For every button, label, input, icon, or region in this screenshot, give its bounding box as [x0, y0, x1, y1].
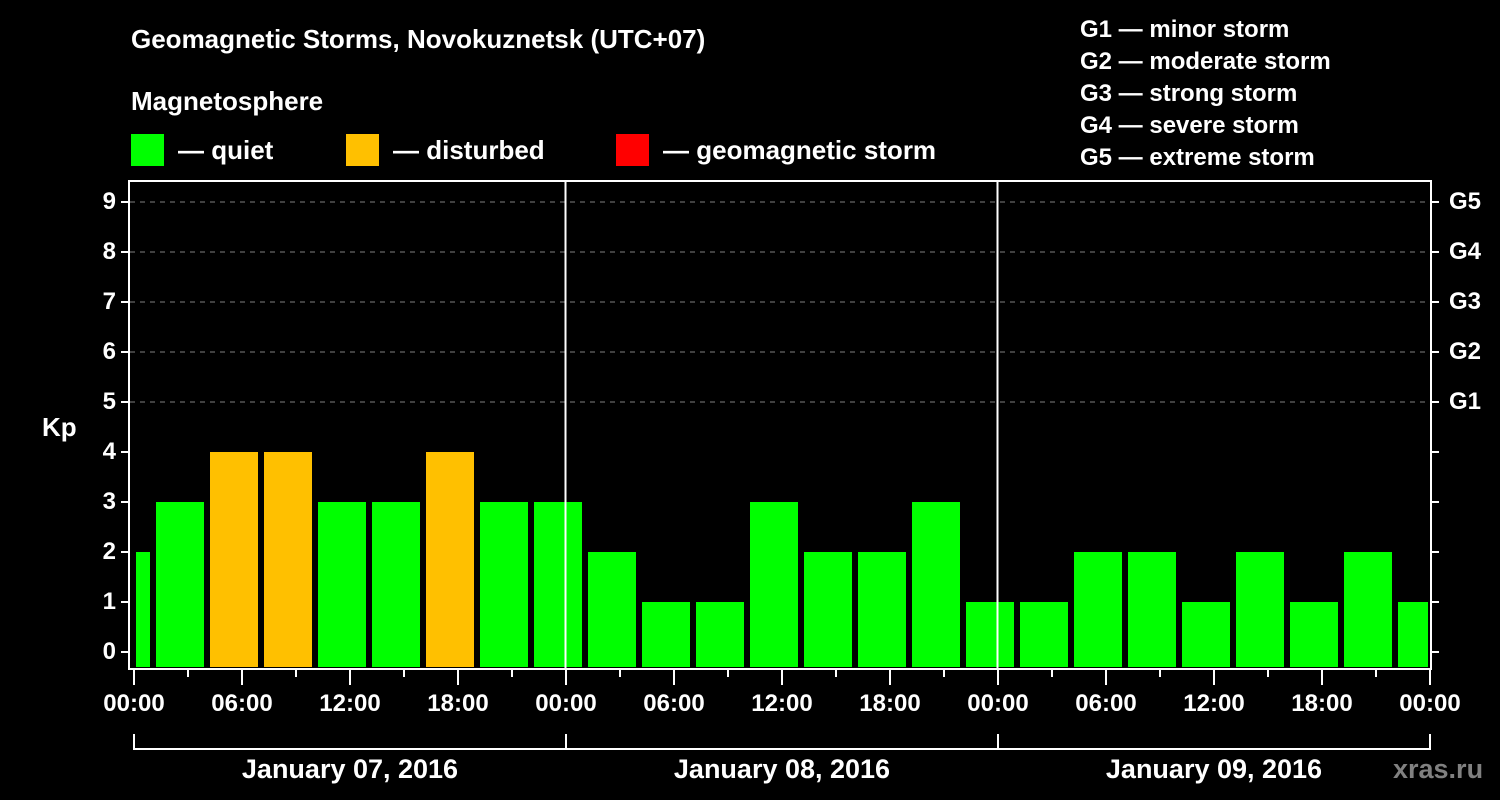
storm-level-g2: G2 — moderate storm: [1080, 48, 1331, 75]
kp-bar: [642, 602, 690, 667]
x-tick-label: 06:00: [1075, 690, 1137, 717]
kp-bar: [912, 502, 960, 667]
legend-label: — disturbed: [393, 134, 545, 165]
x-tick-label: 18:00: [859, 690, 921, 717]
y-tick-label: 8: [102, 238, 116, 265]
date-label: January 07, 2016: [241, 754, 459, 784]
y-tick-label: 5: [102, 388, 116, 415]
g-tick-label: G3: [1449, 288, 1482, 315]
kp-bar: [156, 502, 204, 667]
kp-bar: [534, 502, 582, 667]
x-tick-label: 00:00: [535, 690, 597, 717]
kp-bar: [264, 452, 312, 667]
kp-bar: [1398, 602, 1428, 667]
kp-bar: [426, 452, 474, 667]
kp-bar: [1020, 602, 1068, 667]
date-label: January 09, 2016: [1105, 754, 1323, 784]
g-tick-label: G1: [1449, 388, 1482, 415]
legend-item-storm: — geomagnetic storm: [616, 134, 936, 166]
kp-bar: [1128, 552, 1176, 667]
legend-item-disturbed: — disturbed: [346, 134, 545, 166]
kp-bar: [372, 502, 420, 667]
y-tick-label: 4: [102, 438, 116, 465]
plot-frame: [128, 180, 1432, 670]
x-tick-label: 18:00: [1291, 690, 1353, 717]
y-tick-label: 3: [102, 488, 116, 515]
legend-swatch-storm: [616, 134, 649, 166]
g-tick-label: G2: [1449, 338, 1482, 365]
kp-bar: [588, 552, 636, 667]
x-tick-label: 12:00: [751, 690, 813, 717]
x-tick-label: 00:00: [967, 690, 1029, 717]
kp-bar: [1074, 552, 1122, 667]
watermark: xras.ru: [1393, 754, 1484, 784]
kp-bar: [136, 552, 150, 667]
kp-bar: [1236, 552, 1284, 667]
kp-bar: [750, 502, 798, 667]
kp-bar: [318, 502, 366, 667]
kp-bar: [1182, 602, 1230, 667]
y-tick-label: 1: [102, 588, 116, 615]
x-tick-label: 06:00: [643, 690, 705, 717]
y-tick-label: 7: [102, 288, 116, 315]
x-tick-label: 18:00: [427, 690, 489, 717]
storm-level-legend: G1 — minor storm G2 — moderate storm G3 …: [1080, 14, 1331, 174]
kp-bar: [1290, 602, 1338, 667]
x-tick-label: 00:00: [1399, 690, 1461, 717]
kp-bar: [858, 552, 906, 667]
legend-label: — quiet: [178, 134, 274, 165]
g-tick-label: G4: [1449, 238, 1482, 265]
x-tick-label: 06:00: [211, 690, 273, 717]
kp-bar: [696, 602, 744, 667]
storm-level-g1: G1 — minor storm: [1080, 16, 1290, 43]
kp-bar: [480, 502, 528, 667]
legend-label: — geomagnetic storm: [663, 134, 937, 165]
x-tick-label: 00:00: [103, 690, 165, 717]
kp-bar: [804, 552, 852, 667]
storm-level-g5: G5 — extreme storm: [1080, 144, 1315, 171]
kp-bar: [210, 452, 258, 667]
g-tick-label: G5: [1449, 188, 1482, 215]
y-tick-label: 9: [102, 188, 116, 215]
chart-title: Geomagnetic Storms, Novokuznetsk (UTC+07…: [131, 24, 706, 54]
kp-bar: [1344, 552, 1392, 667]
x-tick-label: 12:00: [1183, 690, 1245, 717]
y-tick-label: 2: [102, 538, 116, 565]
legend-title: Magnetosphere: [131, 86, 324, 116]
legend-swatch-disturbed: [346, 134, 379, 166]
storm-level-g4: G4 — severe storm: [1080, 112, 1299, 139]
legend-swatch-quiet: [131, 134, 164, 166]
storm-level-g3: G3 — strong storm: [1080, 80, 1298, 107]
y-tick-label: 0: [102, 638, 116, 665]
legend-item-quiet: — quiet: [131, 134, 273, 166]
date-label: January 08, 2016: [673, 754, 891, 784]
y-axis-label: Kp: [42, 412, 77, 442]
y-tick-label: 6: [102, 338, 116, 365]
x-tick-label: 12:00: [319, 690, 381, 717]
kp-bar: [966, 602, 1014, 667]
